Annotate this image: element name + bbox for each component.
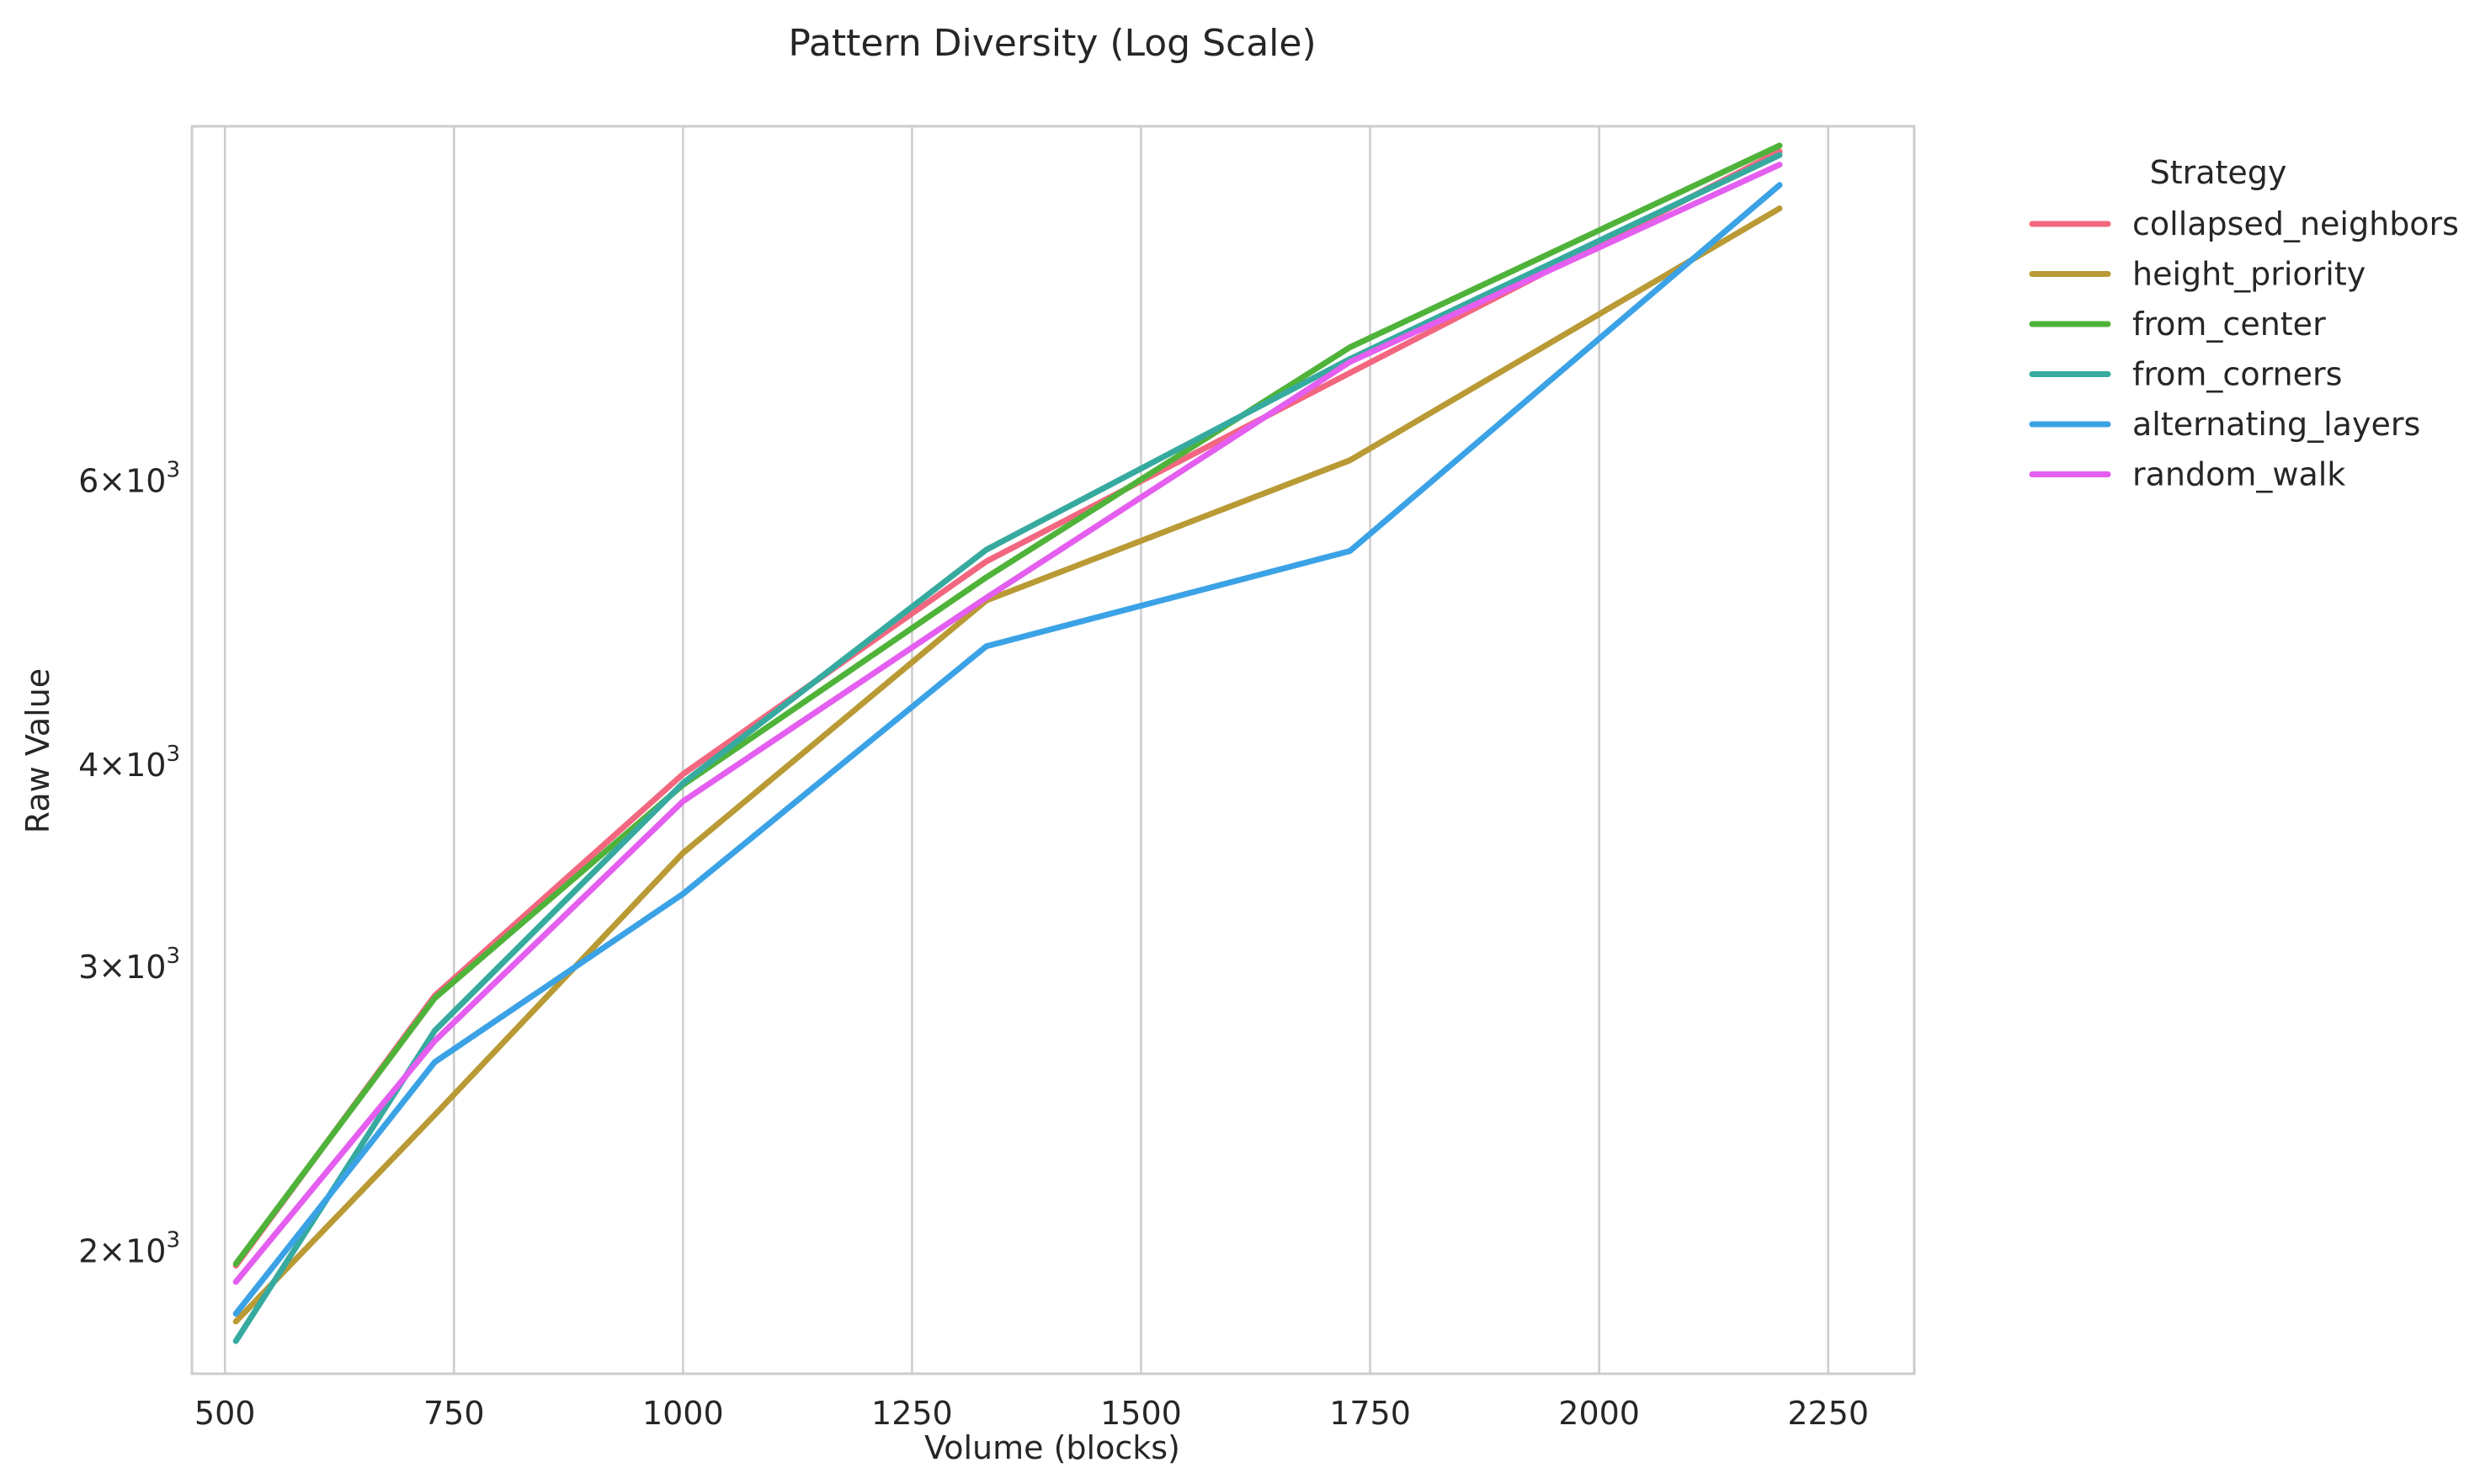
y-tick-times: × [98, 462, 125, 499]
y-tick-mantissa: 2 [78, 1233, 98, 1270]
y-tick-times: × [98, 949, 125, 986]
x-tick-label: 1000 [642, 1395, 724, 1432]
y-tick-times: × [98, 747, 125, 784]
series-line-alternating-layers [232, 182, 1783, 1317]
y-tick-mantissa: 4 [78, 747, 98, 784]
legend-label-from-center: from_center [2132, 306, 2326, 343]
x-tick-label: 2000 [1558, 1395, 1640, 1432]
y-axis-label: Raw Value [19, 668, 56, 833]
plot-area-frame [190, 125, 1916, 1375]
series-line-height-priority [232, 205, 1783, 1325]
series-line-from-center [232, 142, 1783, 1267]
x-tick-label: 750 [423, 1395, 485, 1432]
y-tick-exponent: 3 [166, 742, 180, 767]
x-tick-label: 1250 [871, 1395, 953, 1432]
y-tick-exponent: 3 [166, 944, 180, 969]
y-tick-base: 10 [125, 462, 166, 499]
y-tick-label: 3×103 [78, 944, 180, 986]
chart-title: Pattern Diversity (Log Scale) [788, 22, 1316, 65]
legend: Strategy collapsed_neighbors height_prior… [2029, 154, 2459, 493]
grid-lines [223, 126, 1829, 1374]
series-lines [232, 142, 1783, 1344]
y-tick-mantissa: 3 [78, 949, 98, 986]
legend-title: Strategy [2150, 154, 2287, 191]
legend-label-alternating-layers: alternating_layers [2132, 406, 2420, 443]
legend-label-random-walk: random_walk [2132, 456, 2345, 493]
y-tick-mantissa: 6 [78, 462, 98, 499]
y-tick-label: 6×103 [78, 457, 180, 499]
x-tick-label: 2250 [1787, 1395, 1869, 1432]
y-tick-label: 4×103 [78, 742, 180, 784]
series-line-random-walk [232, 162, 1783, 1285]
legend-label-from-corners: from_corners [2132, 356, 2342, 393]
y-tick-exponent: 3 [166, 1228, 180, 1253]
y-tick-times: × [98, 1233, 125, 1270]
x-axis-label: Volume (blocks) [924, 1429, 1180, 1466]
y-tick-base: 10 [125, 949, 166, 986]
y-tick-base: 10 [125, 747, 166, 784]
legend-label-height-priority: height_priority [2132, 256, 2366, 293]
y-tick-base: 10 [125, 1233, 166, 1270]
y-tick-label: 2×103 [78, 1228, 180, 1270]
x-tick-label: 1750 [1329, 1395, 1411, 1432]
y-tick-exponent: 3 [166, 457, 180, 482]
x-axis-ticks: 500 750 1000 1250 1500 1750 2000 2250 [194, 1395, 1869, 1432]
x-tick-label: 1500 [1100, 1395, 1182, 1432]
x-tick-label: 500 [194, 1395, 256, 1432]
legend-label-collapsed-neighbors: collapsed_neighbors [2132, 205, 2459, 242]
